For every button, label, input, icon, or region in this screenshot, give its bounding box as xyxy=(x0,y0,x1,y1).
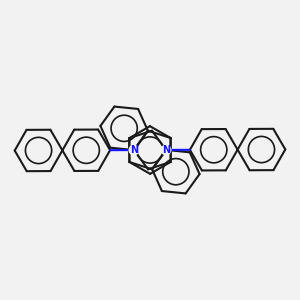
Circle shape xyxy=(129,145,139,155)
Text: N: N xyxy=(130,145,138,155)
Text: N: N xyxy=(162,145,170,155)
Circle shape xyxy=(161,145,171,155)
